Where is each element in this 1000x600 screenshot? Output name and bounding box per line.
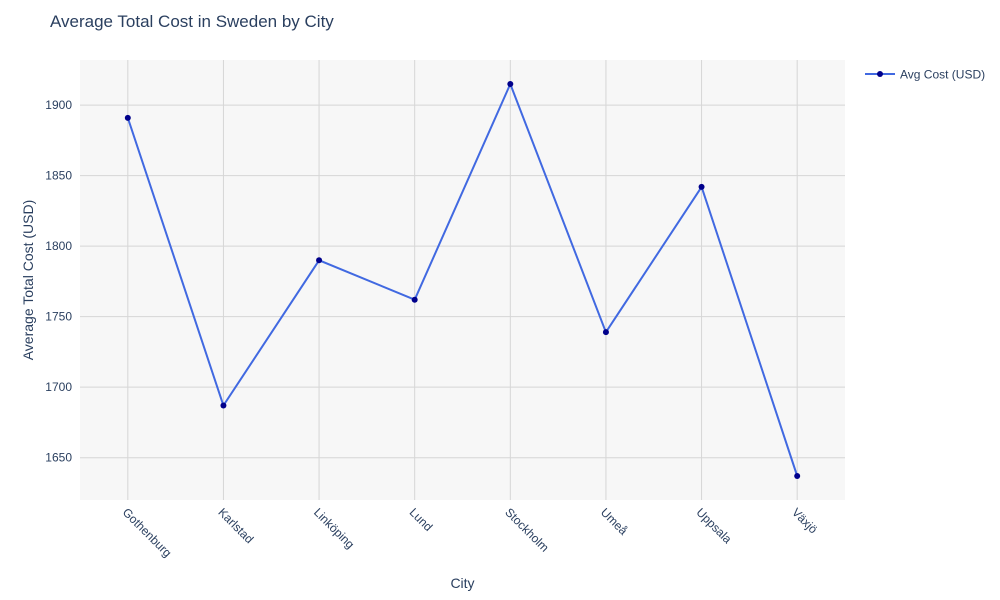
data-point-växjö[interactable] [794, 473, 801, 480]
data-point-umeå[interactable] [602, 329, 609, 336]
data-point-karlstad[interactable] [220, 402, 227, 409]
chart-title: Average Total Cost in Sweden by City [50, 12, 334, 31]
data-point-uppsala[interactable] [698, 183, 705, 190]
x-tick-label: Lund [407, 505, 436, 534]
data-point-lund[interactable] [411, 296, 418, 303]
data-point-stockholm[interactable] [507, 80, 514, 87]
x-tick-label: Stockholm [502, 505, 552, 555]
x-tick-label: Uppsala [693, 505, 734, 546]
y-tick-label: 1800 [45, 239, 72, 253]
y-tick-label: 1700 [45, 380, 72, 394]
plot-area [80, 60, 845, 500]
x-tick-label: Karlstad [215, 505, 256, 546]
data-point-linköping[interactable] [316, 257, 323, 264]
y-axis-ticks: 1650 1700 1750 1800 1850 1900 [45, 98, 72, 465]
x-axis-title: City [450, 575, 474, 591]
y-tick-label: 1900 [45, 98, 72, 112]
legend-label: Avg Cost (USD) [900, 68, 985, 82]
data-point-gothenburg[interactable] [124, 114, 131, 121]
legend[interactable]: Avg Cost (USD) [865, 68, 985, 82]
x-axis-ticks: Gothenburg Karlstad Linköping Lund Stockholm… [120, 505, 821, 560]
x-tick-label: Linköping [311, 505, 357, 551]
legend-marker-swatch [877, 71, 883, 77]
x-tick-label: Umeå [598, 505, 631, 538]
series-line [126, 81, 799, 477]
markers [124, 80, 801, 480]
y-tick-label: 1850 [45, 169, 72, 183]
y-axis-title: Average Total Cost (USD) [20, 200, 36, 361]
gridlines [80, 60, 845, 500]
x-tick-label: Växjö [789, 505, 820, 536]
y-tick-label: 1750 [45, 310, 72, 324]
y-tick-label: 1650 [45, 451, 72, 465]
series-layer [124, 80, 801, 480]
x-tick-label: Gothenburg [120, 505, 175, 560]
